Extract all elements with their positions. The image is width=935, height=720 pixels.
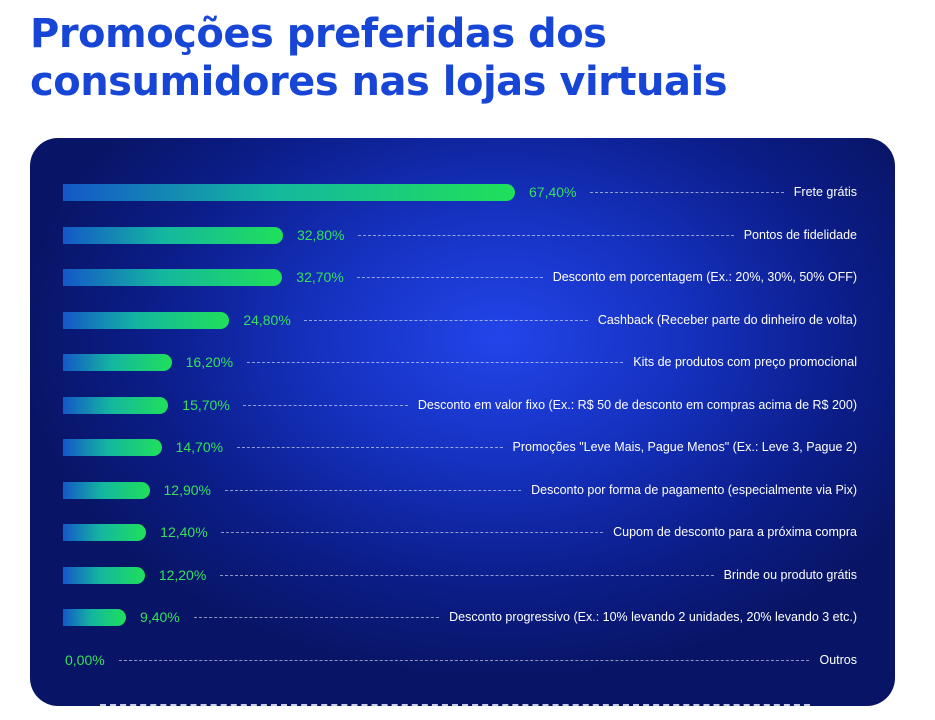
bar [63, 609, 127, 626]
bar-row: 32,70% Desconto em porcentagem (Ex.: 20%,… [30, 267, 895, 287]
bar-value-label: 0,00% [65, 651, 105, 668]
category-label: Outros [819, 652, 857, 667]
bar [63, 396, 169, 414]
category-label: Cupom de desconto para a próxima compra [613, 525, 857, 539]
leader-line [219, 574, 714, 576]
bar [63, 311, 230, 329]
bar [63, 566, 145, 584]
bar-value-label: 9,40% [140, 609, 180, 625]
category-label: Desconto progressivo (Ex.: 10% levando 2… [449, 610, 857, 624]
bar-row: 0,00% Outros [30, 650, 895, 670]
bar-row: 14,70% Promoções "Leve Mais, Pague Menos"… [30, 437, 895, 457]
bar-value-label: 12,40% [160, 524, 208, 540]
leader-line [224, 489, 521, 491]
bar-row: 12,90% Desconto por forma de pagamento (e… [30, 480, 895, 500]
bar-value-label: 32,80% [296, 226, 345, 243]
bar [63, 524, 147, 541]
bar-row: 12,40% Cupom de desconto para a próxima c… [30, 522, 895, 542]
bar-row: 12,20% Brinde ou produto grátis [30, 565, 895, 585]
bar-value-label: 16,20% [185, 354, 234, 370]
bar-value-label: 32,70% [296, 269, 344, 285]
bar-value-label: 12,20% [158, 566, 207, 583]
title-line-1: Promoções preferidas dos [30, 11, 607, 57]
category-label: Cashback (Receber parte do dinheiro de v… [597, 312, 857, 327]
bar-row: 67,40% Frete grátis [30, 182, 895, 202]
leader-line [119, 659, 809, 661]
bar-value-label: 15,70% [182, 396, 230, 413]
bar-value-label: 14,70% [175, 439, 224, 455]
bar [63, 226, 283, 244]
leader-line [243, 404, 408, 406]
page-title: Promoções preferidas dos consumidores na… [30, 10, 910, 106]
leader-line [357, 277, 543, 278]
bar-row: 24,80% Cashback (Receber parte do dinheir… [30, 310, 895, 330]
leader-line [357, 234, 734, 236]
chart-panel: 67,40% Frete grátis 32,80% Pontos de fideli… [30, 138, 895, 706]
category-label: Desconto por forma de pagamento (especia… [531, 482, 857, 497]
leader-line [304, 319, 588, 321]
leader-line [194, 617, 439, 618]
bar-value-label: 67,40% [529, 184, 577, 200]
category-label: Frete grátis [793, 185, 857, 199]
bar-row: 9,40% Desconto progressivo (Ex.: 10% leva… [30, 607, 895, 627]
bar [63, 481, 150, 499]
bar-value-label: 24,80% [243, 311, 291, 328]
category-label: Desconto em porcentagem (Ex.: 20%, 30%, … [552, 270, 857, 284]
bar-row: 15,70% Desconto em valor fixo (Ex.: R$ 50… [30, 395, 895, 415]
bar [63, 269, 283, 286]
leader-line [221, 532, 603, 533]
category-label: Pontos de fidelidade [743, 227, 857, 242]
leader-line [590, 192, 784, 193]
category-label: Kits de produtos com preço promocional [633, 355, 857, 369]
bar-row: 32,80% Pontos de fidelidade [30, 225, 895, 245]
category-label: Brinde ou produto grátis [723, 567, 857, 582]
title-line-2: consumidores nas lojas virtuais [30, 59, 728, 105]
bottom-divider [100, 704, 810, 706]
leader-line [236, 447, 503, 448]
bar [63, 354, 172, 371]
bar [63, 184, 515, 201]
bar [63, 439, 162, 456]
category-label: Desconto em valor fixo (Ex.: R$ 50 de de… [417, 397, 857, 412]
leader-line [246, 362, 623, 363]
bar-row: 16,20% Kits de produtos com preço promoci… [30, 352, 895, 372]
category-label: Promoções "Leve Mais, Pague Menos" (Ex.:… [512, 440, 857, 454]
bar-value-label: 12,90% [163, 481, 211, 498]
